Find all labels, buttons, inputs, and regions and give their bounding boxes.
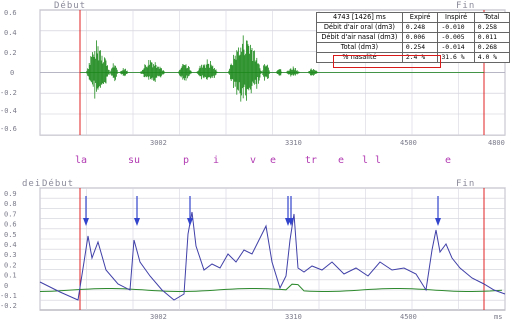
table-cell: -0.014 bbox=[437, 42, 475, 53]
phoneme-label[interactable]: i bbox=[213, 155, 219, 166]
event-marker-head bbox=[288, 218, 294, 226]
table-cell: 0.268 bbox=[473, 42, 510, 53]
table-row: Total (dm3) 0.254 -0.014 0.268 bbox=[316, 42, 510, 53]
bottom-y-tick: 0.5 bbox=[4, 231, 17, 239]
phoneme-label[interactable]: v bbox=[250, 155, 256, 166]
table-cell: 0.248 bbox=[401, 22, 439, 33]
phoneme-label[interactable]: p bbox=[183, 155, 189, 166]
table-row: % nasalité 2.4 % 31.6 % 4.0 % bbox=[316, 52, 510, 63]
top-x-tick: 3310 bbox=[285, 139, 302, 147]
measurement-table: 4743 [1426] ms Expiré Inspiré Total Débi… bbox=[316, 12, 510, 63]
bottom-panel: dei Début Fin 0.90.80.70.60.50.40.30.20.… bbox=[0, 178, 506, 321]
table-header-row: 4743 [1426] ms Expiré Inspiré Total bbox=[316, 12, 510, 23]
top-x-tick: 4500 bbox=[400, 139, 417, 147]
top-y-tick: -0.6 bbox=[0, 125, 17, 133]
bottom-y-tick: 0.3 bbox=[4, 251, 17, 259]
top-y-tick: 0.6 bbox=[4, 9, 17, 17]
bottom-y-ticks: 0.9 0.8 0.7 0.6 0.5 0.4 0.3 0.2 0.1 0 -0.1 -0.2 bbox=[0, 190, 17, 310]
table-cell: -0.005 bbox=[437, 32, 475, 43]
event-marker-head bbox=[187, 218, 193, 226]
phoneme-label[interactable]: su bbox=[128, 155, 140, 166]
oral-flow-line bbox=[39, 211, 506, 301]
table-cell: 2.4 % bbox=[401, 52, 439, 63]
top-y-tick: 0 bbox=[10, 69, 14, 77]
table-cell: 4.0 % bbox=[473, 52, 510, 63]
table-cell: 0.011 bbox=[473, 32, 510, 43]
row-label: Total (dm3) bbox=[316, 42, 403, 53]
phoneme-label[interactable]: l bbox=[375, 155, 381, 166]
phoneme-label[interactable]: l bbox=[362, 155, 368, 166]
bottom-x-tick: 3002 bbox=[150, 313, 167, 321]
event-marker-head bbox=[134, 218, 140, 226]
top-x-tick: 4800 bbox=[488, 139, 505, 147]
bottom-y-tick: 0.6 bbox=[4, 221, 17, 229]
audio-waveform bbox=[80, 35, 484, 102]
event-marker-head bbox=[83, 218, 89, 226]
bottom-y-tick: 0.1 bbox=[4, 272, 17, 280]
top-y-tick: 0.2 bbox=[4, 49, 17, 57]
top-y-tick: -0.4 bbox=[0, 107, 17, 115]
nasal-flow-line bbox=[39, 283, 503, 292]
table-header-cell: Total bbox=[473, 12, 510, 23]
bottom-grid bbox=[39, 187, 506, 310]
bottom-y-tick: 0.4 bbox=[4, 241, 17, 249]
bottom-start-label: Début bbox=[42, 178, 74, 189]
event-marker-head bbox=[435, 218, 441, 226]
table-header-cell: 4743 [1426] ms bbox=[316, 12, 403, 23]
top-x-tick: 3002 bbox=[150, 139, 167, 147]
bottom-y-tick: 0.9 bbox=[4, 190, 17, 198]
bottom-x-tick: 4500 bbox=[400, 313, 417, 321]
bottom-y-tick: -0.1 bbox=[0, 292, 17, 300]
top-y-tick: -0.2 bbox=[0, 89, 17, 97]
bottom-y-tick: 0 bbox=[4, 282, 8, 290]
top-y-tick: 0.4 bbox=[4, 29, 17, 37]
bottom-end-label: Fin bbox=[456, 179, 475, 189]
phoneme-label[interactable]: la bbox=[75, 155, 87, 166]
event-markers bbox=[83, 196, 441, 226]
table-cell: 0.258 bbox=[473, 22, 510, 33]
phoneme-label[interactable]: e bbox=[338, 155, 344, 166]
bottom-y-tick: 0.8 bbox=[4, 200, 17, 208]
table-cell: 0.006 bbox=[401, 32, 439, 43]
phoneme-label[interactable]: tr bbox=[305, 155, 317, 166]
bottom-y-tick: 0.7 bbox=[4, 210, 17, 218]
bottom-y-tick: -0.2 bbox=[0, 302, 17, 310]
table-header-cell: Expiré bbox=[401, 12, 439, 23]
table-cell: 0.254 bbox=[401, 42, 439, 53]
top-end-label: Fin bbox=[456, 1, 475, 11]
table-row: Débit d'air nasal (dm3) 0.006 -0.005 0.0… bbox=[316, 32, 510, 43]
row-label: Débit d'air oral (dm3) bbox=[316, 22, 403, 33]
top-start-label: Début bbox=[54, 0, 86, 11]
table-header-cell: Inspiré bbox=[437, 12, 475, 23]
bottom-prefix-label: dei bbox=[22, 179, 41, 189]
table-cell: -0.010 bbox=[437, 22, 475, 33]
row-label: Débit d'air nasal (dm3) bbox=[316, 32, 403, 43]
bottom-x-tick: ms bbox=[494, 313, 502, 321]
bottom-x-tick: 3310 bbox=[285, 313, 302, 321]
table-cell: 31.6 % bbox=[437, 52, 475, 63]
table-row: Débit d'air oral (dm3) 0.248 -0.010 0.25… bbox=[316, 22, 510, 33]
phoneme-label[interactable]: e bbox=[270, 155, 276, 166]
phoneme-label[interactable]: e bbox=[445, 155, 451, 166]
bottom-y-tick: 0.2 bbox=[4, 261, 17, 269]
phoneme-row: la su p i v e tr e l l e bbox=[75, 155, 451, 166]
row-label: % nasalité bbox=[316, 52, 403, 63]
